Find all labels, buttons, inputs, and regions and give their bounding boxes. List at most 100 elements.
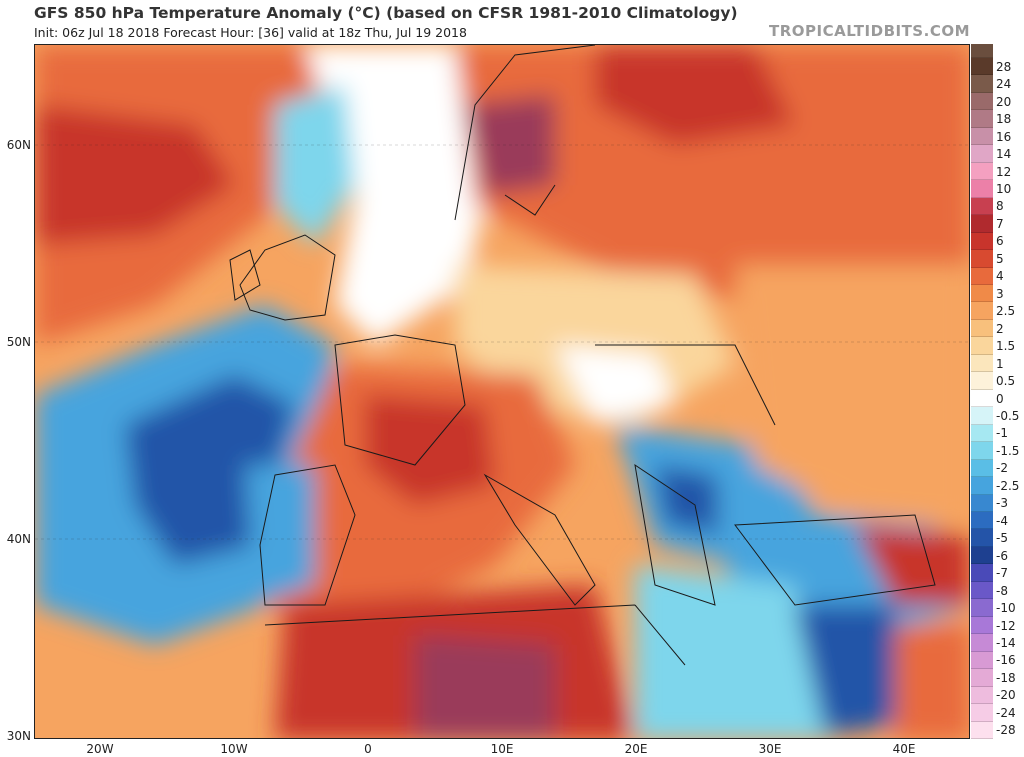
poland-neutral: [555, 345, 675, 425]
colorbar-cell: [971, 529, 993, 547]
lat-label-50n: 50N: [6, 335, 31, 349]
colorbar-cell: [971, 285, 993, 303]
colorbar-cell: [971, 302, 993, 320]
colorbar-label: 18: [996, 112, 1012, 127]
ireland-outline: [229, 249, 261, 301]
colorbar-label: -8: [996, 583, 1008, 598]
colorbar-label: -6: [996, 548, 1008, 563]
turkey-outline: [734, 514, 936, 606]
colorbar-label: -7: [996, 566, 1008, 581]
balkans-deep-cold: [655, 465, 725, 535]
colorbar-cell: [971, 564, 993, 582]
caucasus-hot: [855, 525, 969, 605]
colorbar-label: -14: [996, 635, 1016, 650]
colorbar-label: 12: [996, 164, 1012, 179]
colorbar-cell: [971, 581, 993, 600]
mideast-hot: [895, 625, 969, 738]
colorbar-cell: [971, 267, 993, 285]
colorbar-cell: [971, 512, 993, 530]
lat-label-60n: 60N: [6, 138, 31, 152]
colorbar-label: 6: [996, 234, 1004, 249]
colorbar-cell: [971, 75, 993, 93]
lat-label-30n: 30N: [6, 729, 31, 743]
colorbar-label: -1.5: [996, 443, 1020, 458]
colorbar-label: 28: [996, 59, 1012, 74]
iberia-outline: [259, 464, 356, 606]
colorbar-label: 2.5: [996, 304, 1016, 319]
colorbar-label: -3: [996, 496, 1008, 511]
colorbar-cell: [971, 442, 993, 460]
chart-subtitle: Init: 06z Jul 18 2018 Forecast Hour: [36…: [34, 25, 467, 40]
lat-label-40n: 40N: [6, 532, 31, 546]
colorbar-cell: [971, 127, 993, 146]
lon-label-20w: 20W: [86, 742, 114, 756]
coastlines: [229, 45, 936, 666]
atlantic-hot-core: [35, 105, 235, 245]
colorbar-label: -2: [996, 461, 1008, 476]
lon-label-0: 0: [364, 742, 372, 756]
colorbar-cell: [971, 686, 993, 705]
colorbar-label: 10: [996, 181, 1012, 196]
colorbar-cell: [971, 599, 993, 617]
colorbar: [971, 44, 993, 739]
anomaly-map[interactable]: [34, 44, 970, 739]
colorbar-cell: [971, 337, 993, 355]
colorbar-cell: [971, 616, 993, 635]
east-med-cool: [635, 565, 835, 738]
lon-label-10e: 10E: [490, 742, 514, 756]
colorbar-cell: [971, 634, 993, 652]
scandinavia-hot: [455, 45, 969, 305]
colorbar-cell: [971, 354, 993, 373]
colorbar-label: -12: [996, 618, 1016, 633]
levant-cold: [795, 605, 895, 735]
colorbar-label: -20: [996, 688, 1016, 703]
colorbar-label: 1.5: [996, 339, 1016, 354]
colorbar-cell-top: [971, 44, 993, 58]
colorbar-label: -4: [996, 513, 1008, 528]
colorbar-cell: [971, 58, 993, 76]
colorbar-label: 4: [996, 269, 1004, 284]
central-border: [595, 344, 776, 426]
north-sea-cool: [275, 85, 355, 245]
france-iberia-hot: [265, 365, 575, 645]
gridlines: [35, 144, 969, 540]
north-africa-coast: [264, 604, 686, 666]
finland-very-hot: [595, 45, 795, 145]
colorbar-label: 0.5: [996, 374, 1016, 389]
colorbar-label: -2.5: [996, 478, 1020, 493]
france-outline: [334, 334, 466, 466]
colorbar-cell: [971, 372, 993, 390]
colorbar-cell: [971, 494, 993, 512]
colorbar-cell: [971, 180, 993, 198]
chart-title: GFS 850 hPa Temperature Anomaly (°C) (ba…: [34, 4, 738, 22]
colorbar-label: 24: [996, 77, 1012, 92]
colorbar-cell: [971, 232, 993, 251]
colorbar-label: -0.5: [996, 408, 1020, 423]
scandinavia-outline: [454, 45, 596, 221]
iberia-west-cold: [245, 465, 315, 605]
colorbar-label: -5: [996, 531, 1008, 546]
balkans-outline: [634, 463, 716, 606]
colorbar-label: 20: [996, 94, 1012, 109]
colorbar-label: -1: [996, 426, 1008, 441]
colorbar-cell: [971, 92, 993, 111]
colorbar-cell: [971, 389, 993, 408]
colorbar-label: 0: [996, 391, 1004, 406]
colorbar-label: 14: [996, 147, 1012, 162]
colorbar-cell: [971, 162, 993, 181]
norway-extreme: [465, 95, 555, 195]
lon-label-10w: 10W: [220, 742, 248, 756]
colorbar-cell: [971, 704, 993, 722]
site-credit: TROPICALTIDBITS.COM: [769, 22, 970, 40]
colorbar-cell: [971, 407, 993, 425]
colorbar-label: 16: [996, 129, 1012, 144]
italy-outline: [483, 473, 596, 606]
colorbar-cell: [971, 669, 993, 687]
anomaly-map-canvas: [35, 45, 969, 738]
lon-label-20e: 20E: [624, 742, 648, 756]
lon-label-30e: 30E: [758, 742, 782, 756]
russia-warm: [735, 265, 969, 525]
colorbar-label: 8: [996, 199, 1004, 214]
colorbar-cell: [971, 459, 993, 478]
great-britain-outline: [239, 234, 336, 321]
